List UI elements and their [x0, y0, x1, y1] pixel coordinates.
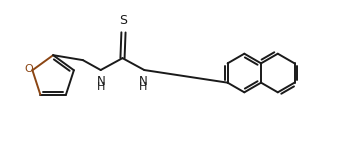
Text: N: N	[97, 75, 105, 88]
Text: S: S	[119, 14, 127, 27]
Text: H: H	[139, 82, 148, 92]
Text: H: H	[97, 82, 105, 92]
Text: O: O	[25, 64, 33, 74]
Text: N: N	[139, 75, 148, 88]
